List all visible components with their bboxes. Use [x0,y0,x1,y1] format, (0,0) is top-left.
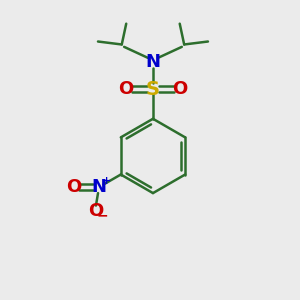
Text: S: S [146,80,160,99]
Text: O: O [88,202,103,220]
Text: N: N [146,53,160,71]
Text: O: O [66,178,81,196]
Text: +: + [101,176,111,186]
Text: N: N [92,178,106,196]
Text: −: − [97,209,108,223]
Text: O: O [118,80,134,98]
Text: O: O [172,80,187,98]
